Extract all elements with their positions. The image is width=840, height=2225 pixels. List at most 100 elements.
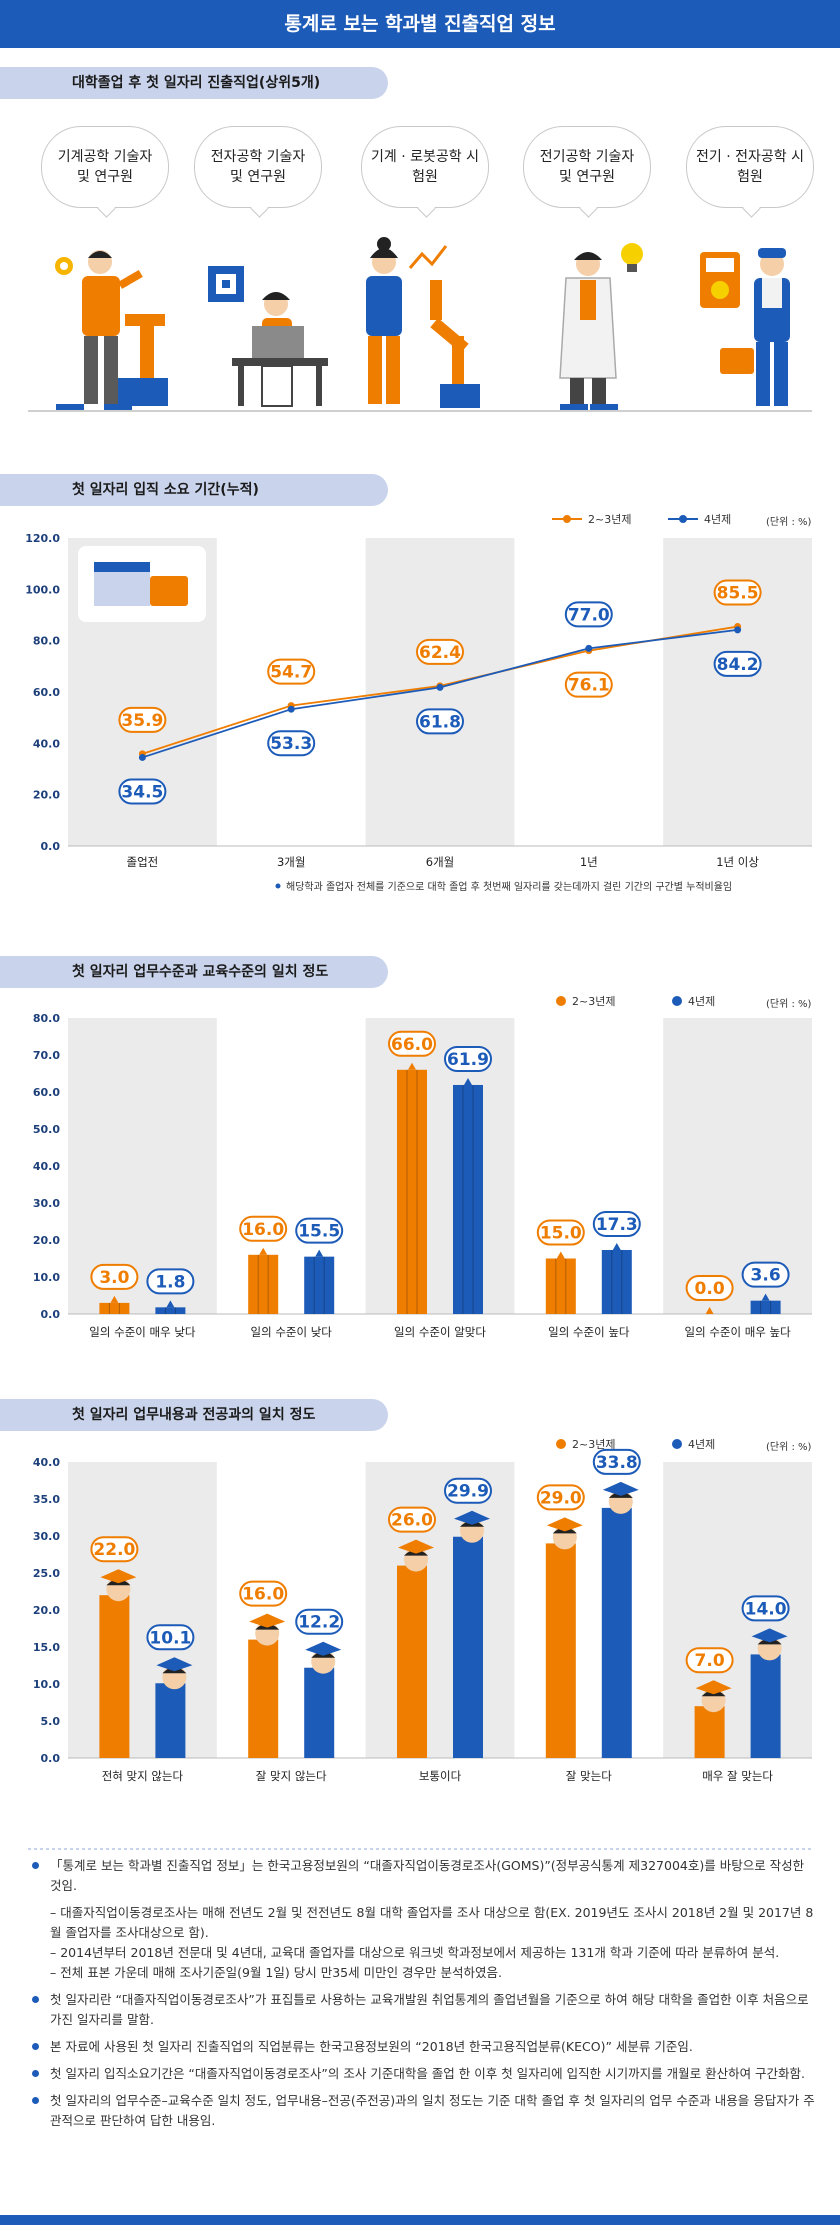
bar-s2-value-label: 3.6 — [751, 1266, 781, 1286]
bar-chart-2-category-label: 보통이다 — [419, 1769, 462, 1783]
bar-chart-1-category-label: 일의 수준이 낮다 — [251, 1325, 333, 1339]
legend-bar2-series2: 4년제 — [672, 1436, 715, 1452]
bar-s2-1 — [304, 1256, 335, 1314]
bar-s1-2 — [397, 1565, 427, 1758]
bar-s1-3 — [545, 1258, 576, 1314]
lightbulb-icon — [621, 243, 643, 265]
bar-chart-2-band-4 — [663, 1462, 812, 1758]
bar-chart-1-ytick: 60.0 — [33, 1086, 60, 1099]
line-chart-ytick: 40.0 — [33, 737, 60, 750]
job-bubble-4: 전기공학 기술자 및 연구원 — [523, 126, 651, 208]
legend-bar1-series1-label: 2~3년제 — [572, 995, 616, 1008]
series2-value-label-box — [713, 650, 762, 677]
bar-s1-value-label: 16.0 — [242, 1585, 284, 1605]
robotics-tester-illustration — [366, 237, 480, 408]
legend-line-series1: 2~3년제 — [552, 511, 631, 527]
bar-chart-2-ytick: 30.0 — [33, 1530, 60, 1543]
legend-line-series2-label: 4년제 — [704, 513, 732, 526]
series2-point — [734, 626, 742, 634]
series2-value-label-box — [564, 601, 613, 628]
education-level-bar-chart: 일의 수준이 매우 낮다 일의 수준이 낮다 일의 수준이 알맞다 일의 수준이 높다… — [33, 1012, 812, 1339]
bar-chart-2-ytick: 0.0 — [41, 1752, 61, 1765]
footer-bar — [0, 2215, 840, 2225]
note-bullet — [275, 883, 281, 889]
bar-s2-value-label: 61.9 — [447, 1050, 489, 1070]
bar-chart-2-ytick: 15.0 — [33, 1641, 60, 1654]
bar-s1-value-label: 7.0 — [695, 1651, 725, 1671]
bar-chart-2-category-label: 잘 맞지 않는다 — [256, 1769, 327, 1783]
bar-chart-1-ytick: 20.0 — [33, 1234, 60, 1247]
legend-line-series1-label: 2~3년제 — [588, 513, 632, 526]
series2-value-label: 34.5 — [121, 782, 163, 802]
pencil-tip-icon — [110, 1295, 119, 1303]
bar-chart-2-band-2 — [365, 1462, 515, 1758]
legend-bar1-series2: 4년제 — [672, 993, 715, 1009]
bar-chart-1-category-label: 일의 수준이 알맞다 — [394, 1325, 486, 1339]
series1-value-label: 54.7 — [270, 663, 312, 683]
bar-s1-1 — [248, 1254, 279, 1314]
graduation-cap-icon — [156, 1657, 193, 1672]
graduation-cap-icon — [751, 1628, 788, 1643]
bar-chart-1-ytick: 80.0 — [33, 1012, 60, 1025]
unit-bar1: (단위 : %) — [766, 999, 812, 1010]
bar-s2-4 — [750, 1300, 781, 1314]
bar-chart-2-category-label: 매우 잘 맞는다 — [702, 1769, 773, 1783]
section3-heading: 첫 일자리 업무수준과 교육수준의 일치 정도 — [0, 956, 388, 988]
series2-point — [138, 753, 146, 761]
note-3: 본 자료에 사용된 첫 일자리 진출직업의 직업분류는 한국고용정보원의 “20… — [28, 2037, 818, 2057]
bar-s1-value-label-box — [388, 1506, 436, 1533]
graduation-cap-icon — [695, 1680, 732, 1695]
bar-chart-2-ytick: 35.0 — [33, 1493, 60, 1506]
bar-chart-1-ytick: 0.0 — [41, 1308, 61, 1321]
note-1: 「통계로 보는 학과별 진출직업 정보」는 한국고용정보원의 “대졸자직업이동경… — [28, 1856, 818, 1896]
bar-s1-value-label-box — [239, 1580, 288, 1607]
bar-s2-value-label-box — [146, 1268, 195, 1295]
bar-s2-1 — [304, 1667, 335, 1758]
line-chart-category-label: 1년 — [580, 855, 598, 869]
bar-s2-2 — [453, 1536, 483, 1758]
legend-bar2-series1: 2~3년제 — [556, 1436, 615, 1452]
bar-chart-1-category-label: 일의 수준이 매우 높다 — [685, 1325, 792, 1339]
bar-s2-2 — [453, 1084, 483, 1314]
line-chart-category-label: 3개월 — [277, 855, 305, 869]
bar-s2-value-label: 29.9 — [447, 1482, 489, 1502]
bar-s1-3 — [545, 1543, 576, 1758]
line-chart-ytick: 80.0 — [33, 635, 60, 648]
graduation-cap-icon — [602, 1481, 639, 1496]
series2-point — [287, 705, 295, 713]
bar-chart-1-category-label: 일의 수준이 매우 낮다 — [89, 1325, 196, 1339]
line-chart-note: 해당학과 졸업자 전체를 기준으로 대학 졸업 후 첫번째 일자리를 갖는데까지… — [286, 880, 732, 893]
bar-s1-value-label: 16.0 — [242, 1220, 284, 1240]
line-chart-ytick: 120.0 — [25, 532, 60, 545]
line-chart-ytick: 20.0 — [33, 789, 60, 802]
pencil-tip-icon — [705, 1307, 714, 1314]
series1-value-label-box — [267, 658, 316, 685]
note-1a: – 대졸자직업이동경로조사는 매해 전년도 2월 및 전전년도 8월 대학 졸업… — [50, 1905, 814, 1940]
bar-s1-value-label: 0.0 — [695, 1279, 725, 1299]
bar-chart-1-band-4 — [663, 1018, 812, 1314]
legend-line-blue-icon — [668, 515, 698, 523]
series2-value-label: 84.2 — [717, 655, 759, 675]
bar-s2-value-label-box — [444, 1477, 492, 1504]
bar-s2-3 — [601, 1249, 632, 1314]
bar-chart-2-ytick: 20.0 — [33, 1604, 60, 1617]
pencil-tip-icon — [464, 1077, 472, 1085]
electrical-engineer-illustration — [559, 243, 643, 410]
bar-s2-0 — [155, 1307, 186, 1314]
bar-s1-value-label-box — [536, 1484, 585, 1511]
bar-chart-1-ytick: 10.0 — [33, 1271, 60, 1284]
legend-line-series2: 4년제 — [668, 511, 731, 527]
line-chart-ytick: 60.0 — [33, 686, 60, 699]
graduation-cap-icon — [305, 1641, 342, 1656]
job-bubble-1: 기계공학 기술자 및 연구원 — [41, 126, 169, 208]
series1-value-label: 62.4 — [419, 643, 461, 663]
bar-s1-value-label-box — [536, 1219, 585, 1246]
pencil-tip-icon — [556, 1251, 565, 1259]
note-2: 첫 일자리란 “대졸자직업이동경로조사”가 표집틀로 사용하는 교육개발원 취업… — [28, 1990, 818, 2030]
job-bubble-5: 전기 · 전자공학 시험원 — [686, 126, 814, 208]
page-title: 통계로 보는 학과별 진출직업 정보 — [284, 13, 556, 35]
legend-orange-dot-icon — [556, 1439, 566, 1449]
bar-chart-1-category-label: 일의 수준이 높다 — [548, 1325, 630, 1339]
bar-s1-1 — [248, 1639, 279, 1758]
pencil-tip-icon — [166, 1300, 175, 1308]
